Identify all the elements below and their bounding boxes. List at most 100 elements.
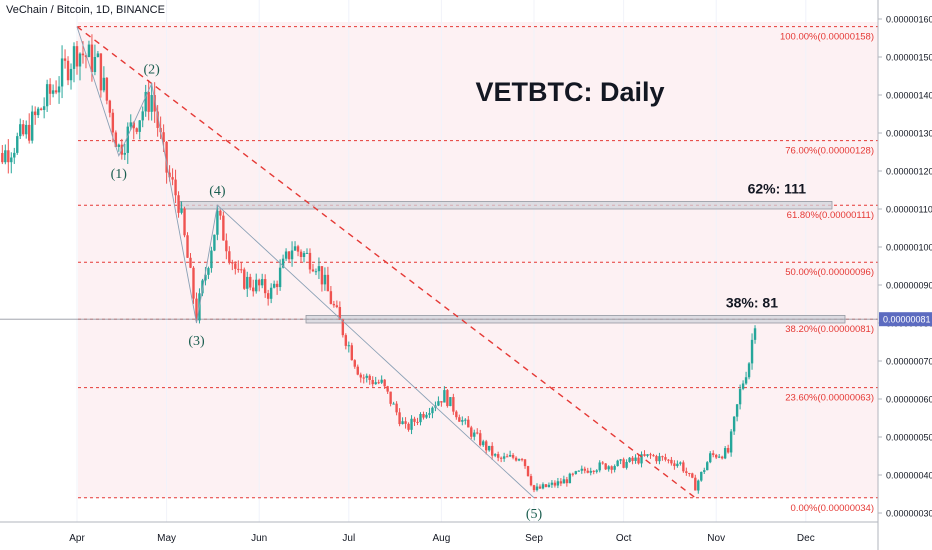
candle-body[interactable] <box>610 466 613 470</box>
candle-body[interactable] <box>48 84 52 94</box>
candle-body[interactable] <box>144 91 147 112</box>
candle-body[interactable] <box>517 459 521 461</box>
candle-body[interactable] <box>747 363 751 378</box>
candle-body[interactable] <box>392 403 395 405</box>
candle-body[interactable] <box>694 477 697 491</box>
candle-body[interactable] <box>604 463 607 470</box>
candle-body[interactable] <box>628 457 631 462</box>
candle-body[interactable] <box>234 263 237 269</box>
candle-body[interactable] <box>350 345 353 361</box>
candle-body[interactable] <box>682 462 685 472</box>
candle-body[interactable] <box>278 267 282 288</box>
candle-body[interactable] <box>613 466 616 470</box>
candle-body[interactable] <box>222 215 225 241</box>
candle-body[interactable] <box>685 471 688 473</box>
candle-body[interactable] <box>99 53 103 91</box>
candle-body[interactable] <box>706 462 709 471</box>
candle-body[interactable] <box>371 379 374 385</box>
candle-body[interactable] <box>57 86 61 93</box>
candle-body[interactable] <box>565 479 569 484</box>
candle-body[interactable] <box>631 457 634 461</box>
candle-body[interactable] <box>598 462 601 471</box>
candle-body[interactable] <box>129 122 132 127</box>
candle-body[interactable] <box>105 77 109 101</box>
candle-body[interactable] <box>225 240 228 252</box>
candle-body[interactable] <box>117 144 121 147</box>
candle-body[interactable] <box>574 471 578 474</box>
candle-body[interactable] <box>622 459 625 468</box>
candle-body[interactable] <box>428 413 431 415</box>
candle-body[interactable] <box>529 476 533 486</box>
candle-body[interactable] <box>616 460 619 467</box>
candle-body[interactable] <box>691 473 694 478</box>
candle-body[interactable] <box>111 112 115 133</box>
candle-body[interactable] <box>323 274 327 285</box>
candle-body[interactable] <box>153 95 156 112</box>
candle-body[interactable] <box>359 374 362 378</box>
candle-body[interactable] <box>317 266 321 272</box>
candle-body[interactable] <box>177 195 180 213</box>
candle-body[interactable] <box>514 457 518 461</box>
candle-body[interactable] <box>66 60 70 81</box>
candle-body[interactable] <box>732 416 736 432</box>
candle-body[interactable] <box>485 441 488 451</box>
candle-body[interactable] <box>93 56 97 73</box>
candle-body[interactable] <box>443 390 446 403</box>
candle-body[interactable] <box>679 462 682 464</box>
candle-body[interactable] <box>541 484 545 489</box>
candle-body[interactable] <box>583 468 586 471</box>
candle-body[interactable] <box>156 111 159 128</box>
candle-body[interactable] <box>419 414 422 423</box>
candle-body[interactable] <box>416 421 419 423</box>
candle-body[interactable] <box>63 58 67 61</box>
candle-body[interactable] <box>452 397 455 412</box>
candle-body[interactable] <box>571 473 575 475</box>
candle-body[interactable] <box>655 456 658 462</box>
candle-body[interactable] <box>162 132 165 142</box>
candle-body[interactable] <box>700 471 703 481</box>
candle-body[interactable] <box>661 456 664 458</box>
candle-body[interactable] <box>377 382 380 384</box>
price-tag[interactable] <box>879 312 932 327</box>
candle-body[interactable] <box>559 481 563 484</box>
candle-body[interactable] <box>263 279 267 294</box>
candle-body[interactable] <box>126 126 129 153</box>
candle-body[interactable] <box>299 251 303 257</box>
candle-body[interactable] <box>246 276 249 289</box>
candle-body[interactable] <box>386 386 389 392</box>
candle-body[interactable] <box>335 305 339 308</box>
candle-body[interactable] <box>338 307 342 320</box>
candle-body[interactable] <box>210 250 213 269</box>
candle-body[interactable] <box>523 459 527 467</box>
candle-body[interactable] <box>165 141 168 173</box>
candle-body[interactable] <box>308 252 312 270</box>
candle-body[interactable] <box>637 457 640 464</box>
candle-body[interactable] <box>658 456 661 462</box>
candle-body[interactable] <box>33 111 37 116</box>
candle-body[interactable] <box>577 470 581 472</box>
candle-body[interactable] <box>550 482 554 485</box>
candle-body[interactable] <box>744 377 748 384</box>
candle-body[interactable] <box>275 283 279 288</box>
candle-body[interactable] <box>688 472 691 474</box>
candle-body[interactable] <box>344 335 348 346</box>
candle-body[interactable] <box>249 276 252 288</box>
candle-body[interactable] <box>595 470 598 472</box>
candle-body[interactable] <box>649 454 652 456</box>
wave-path[interactable] <box>76 26 535 499</box>
candle-body[interactable] <box>502 456 506 459</box>
candle-body[interactable] <box>255 279 258 292</box>
candle-body[interactable] <box>272 283 276 288</box>
candle-body[interactable] <box>720 456 724 459</box>
candle-body[interactable] <box>374 382 377 385</box>
candle-body[interactable] <box>10 157 13 163</box>
candle-body[interactable] <box>455 411 458 418</box>
candle-body[interactable] <box>395 403 398 413</box>
candle-body[interactable] <box>652 455 655 457</box>
candle-body[interactable] <box>78 53 82 67</box>
candle-body[interactable] <box>464 419 467 421</box>
candle-body[interactable] <box>192 267 195 299</box>
candle-body[interactable] <box>735 404 739 417</box>
candle-body[interactable] <box>482 441 485 446</box>
candle-body[interactable] <box>568 473 572 484</box>
